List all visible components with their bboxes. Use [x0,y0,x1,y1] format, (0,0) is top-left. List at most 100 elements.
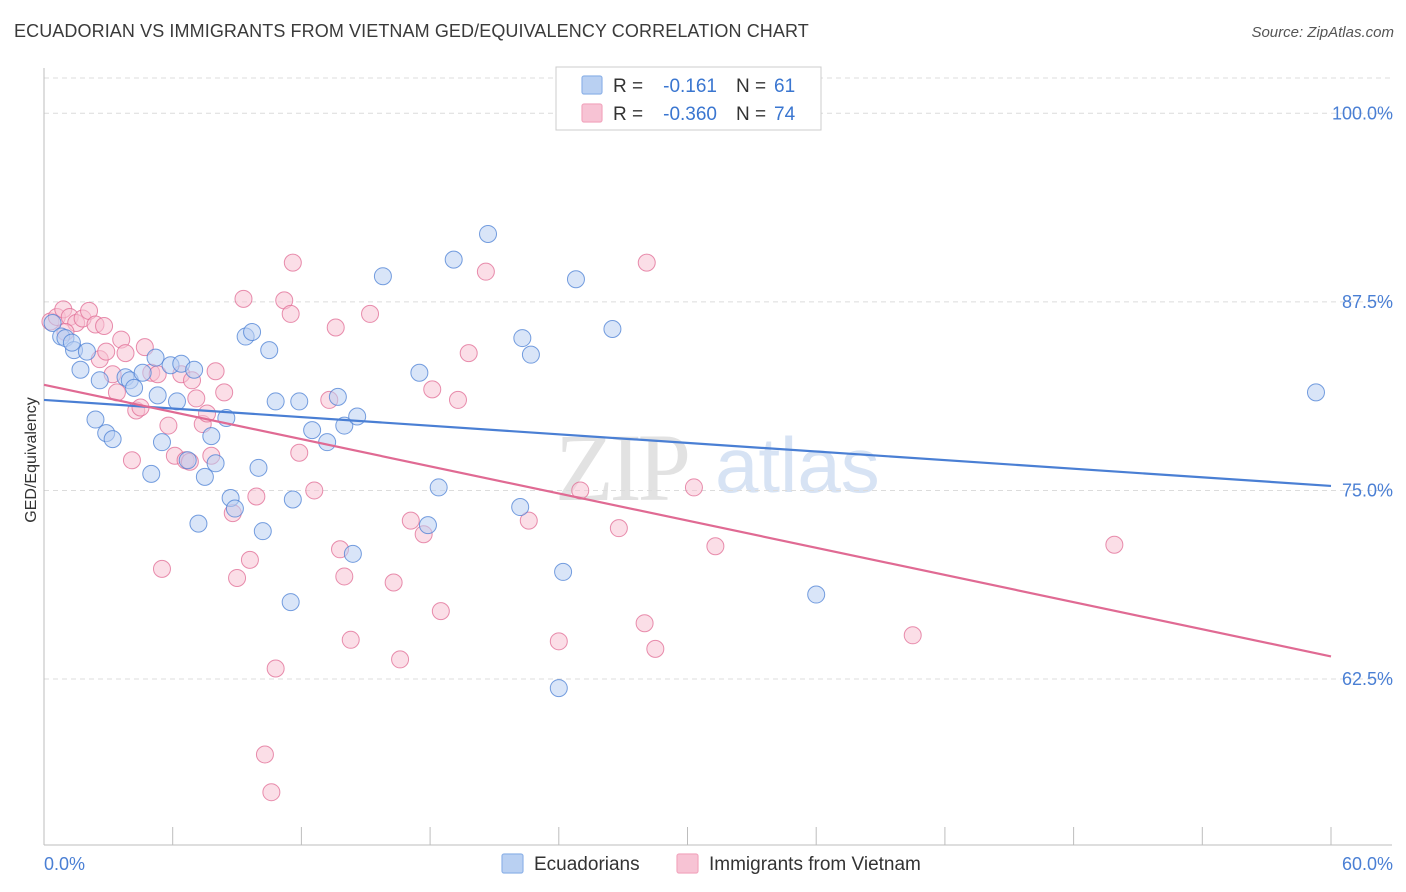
point-vietnam [519,511,538,530]
point-ecuadorians [807,585,826,604]
point-vietnam [152,559,171,578]
point-vietnam [609,519,628,538]
point-vietnam [206,362,225,381]
point-vietnam [187,389,206,408]
point-vietnam [283,253,302,272]
point-vietnam [228,568,247,587]
point-ecuadorians [283,490,302,509]
point-vietnam [341,630,360,649]
point-ecuadorians [148,386,167,405]
point-ecuadorians [348,407,367,426]
legend-swatch-ecuadorians [581,75,603,95]
watermark-zip: ZIP [555,414,688,521]
point-vietnam [116,344,135,363]
y-tick-label: 87.5% [1342,292,1393,312]
point-vietnam [637,253,656,272]
point-ecuadorians [243,323,262,342]
point-vietnam [459,344,478,363]
point-vietnam [549,632,568,651]
point-vietnam [215,383,234,402]
trend-line-ecuadorians [43,398,1332,488]
point-ecuadorians [418,516,437,535]
point-ecuadorians [429,478,448,497]
point-vietnam [97,342,116,361]
point-vietnam [326,318,345,337]
legend-n-value: 74 [774,104,796,125]
point-ecuadorians [62,333,81,352]
point-ecuadorians [318,433,337,452]
point-vietnam [391,650,410,669]
point-ecuadorians [202,427,221,446]
trend-lines [43,383,1332,658]
point-ecuadorians [554,562,573,581]
point-vietnam [290,443,309,462]
y-tick-labels: 62.5% 75.0% 87.5% 100.0% [1332,103,1393,689]
point-ecuadorians [142,464,161,483]
source-label: Source: ZipAtlas.com [1251,24,1394,41]
y-tick-label: 100.0% [1332,103,1393,123]
point-ecuadorians [103,430,122,449]
point-ecuadorians [195,467,214,486]
point-vietnam [903,626,922,645]
point-ecuadorians [410,363,429,382]
point-vietnam [684,478,703,497]
legend-r-label: R = [613,104,643,125]
point-ecuadorians [167,392,186,411]
point-vietnam [431,602,450,621]
point-ecuadorians [479,224,498,243]
legend-r-label: R = [613,76,643,97]
point-vietnam [1105,535,1124,554]
point-ecuadorians [77,342,96,361]
point-ecuadorians [444,250,463,269]
point-vietnam [635,614,654,633]
point-vietnam [240,550,259,569]
point-vietnam [234,289,253,308]
y-axis-label: GED/Equivalency [23,397,40,522]
x-tick-label: 60.0% [1342,854,1393,874]
bottom-legend: Ecuadorians Immigrants from Vietnam [501,853,921,875]
point-ecuadorians [549,679,568,698]
point-ecuadorians [281,593,300,612]
point-ecuadorians [343,544,362,563]
point-ecuadorians [521,345,540,364]
point-vietnam [423,380,442,399]
y-tick-label: 62.5% [1342,669,1393,689]
point-vietnam [159,416,178,435]
point-vietnam [262,783,281,802]
axes [43,68,1392,846]
point-ecuadorians [373,267,392,286]
x-tick-labels: 0.0% 60.0% [44,854,1393,874]
bottom-legend-swatch-vietnam [676,853,699,874]
point-vietnam [706,537,725,556]
chart-title: ECUADORIAN VS IMMIGRANTS FROM VIETNAM GE… [14,21,809,41]
point-vietnam [122,451,141,470]
point-ecuadorians [43,313,62,332]
legend-r-value: -0.360 [663,104,717,125]
point-ecuadorians [225,499,244,518]
series-ecuadorians-points-blue [43,224,1325,698]
point-ecuadorians [249,458,268,477]
legend-n-label: N = [736,104,766,125]
trend-line-vietnam [43,383,1332,658]
point-ecuadorians [178,451,197,470]
point-vietnam [266,659,285,678]
point-vietnam [646,639,665,658]
point-vietnam [448,390,467,409]
point-vietnam [135,338,154,357]
point-vietnam [305,481,324,500]
point-ecuadorians [290,392,309,411]
point-ecuadorians [71,360,90,379]
point-ecuadorians [152,433,171,452]
gridlines [44,77,1392,680]
legend-n-value: 61 [774,76,795,97]
point-vietnam [384,573,403,592]
point-ecuadorians [566,270,585,289]
point-vietnam [361,304,380,323]
legend-swatch-vietnam [581,103,603,123]
point-vietnam [255,745,274,764]
point-ecuadorians [206,454,225,473]
point-ecuadorians [189,514,208,533]
point-ecuadorians [86,410,105,429]
point-vietnam [401,511,420,530]
